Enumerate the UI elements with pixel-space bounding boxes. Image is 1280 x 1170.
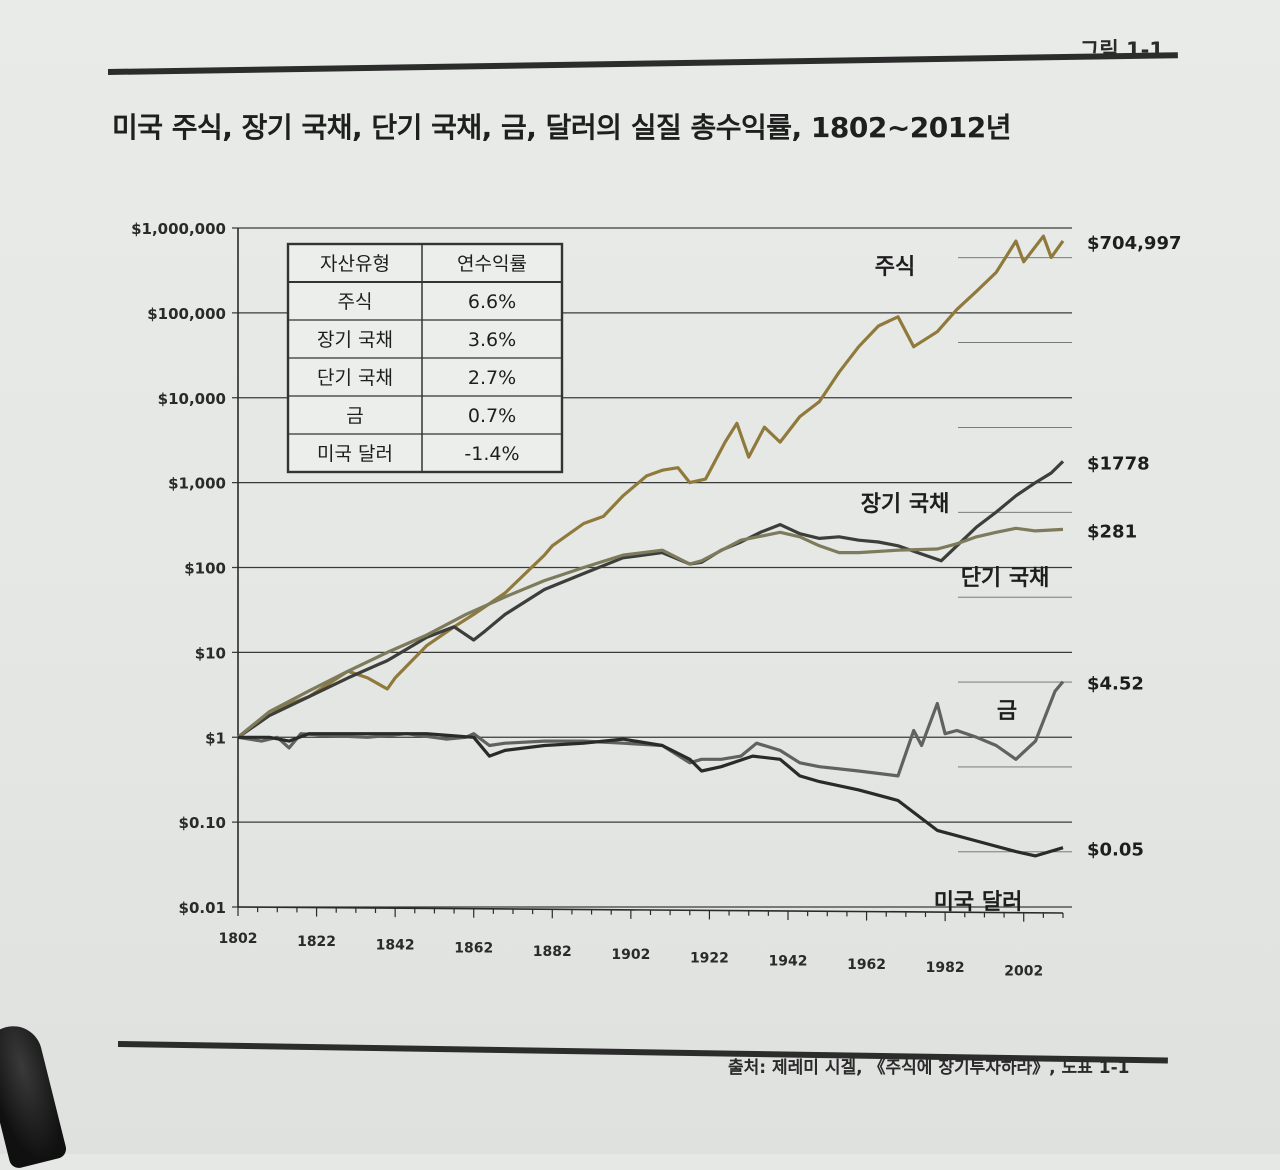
chart-plot-area: $0.01 $0.10 $1 $10 $100 $1,000 $10,000 $100,000… bbox=[131, 220, 1181, 979]
y-tick-label: $1 bbox=[205, 729, 226, 747]
table-cell: -1.4% bbox=[464, 443, 519, 465]
x-tick-label: 2002 bbox=[1004, 963, 1043, 979]
x-tick-label: 1882 bbox=[533, 944, 572, 960]
y-tick-label: $10,000 bbox=[158, 390, 226, 408]
series-line-2 bbox=[236, 526, 1064, 739]
series-name-label: 장기 국채 bbox=[861, 492, 950, 517]
series-line-4 bbox=[238, 732, 1064, 858]
series-name-label: 단기 국채 bbox=[961, 566, 1050, 591]
series-end-label: $704,997 bbox=[1087, 233, 1182, 254]
table-cell: 2.7% bbox=[468, 367, 516, 389]
x-tick-label: 1922 bbox=[690, 950, 729, 966]
y-tick-label: $0.01 bbox=[179, 899, 226, 917]
table-cell: 금 bbox=[346, 405, 363, 427]
series-end-label: $4.52 bbox=[1087, 674, 1144, 695]
y-tick-label: $100,000 bbox=[147, 305, 226, 323]
series-name-label: 주식 bbox=[875, 255, 915, 280]
figure-title: 미국 주식, 장기 국채, 단기 국채, 금, 달러의 실질 총수익률, 180… bbox=[112, 111, 1011, 144]
x-tick-label: 1802 bbox=[219, 931, 258, 947]
series-end-label: $0.05 bbox=[1087, 840, 1144, 861]
y-tick-label: $10 bbox=[195, 644, 226, 662]
series-end-label: $1778 bbox=[1087, 453, 1150, 474]
table-header: 자산유형 bbox=[320, 253, 390, 275]
table-cell: 미국 달러 bbox=[317, 443, 393, 465]
table-header: 연수익률 bbox=[457, 253, 527, 275]
table-cell: 단기 국채 bbox=[317, 367, 393, 389]
series-name-label: 금 bbox=[997, 699, 1017, 724]
x-tick-label: 1982 bbox=[926, 960, 965, 976]
series-line-0 bbox=[236, 234, 1065, 739]
series-line-3 bbox=[237, 680, 1065, 778]
table-cell: 주식 bbox=[338, 291, 373, 313]
x-tick-label: 1962 bbox=[847, 957, 886, 973]
y-tick-label: $1,000 bbox=[168, 475, 226, 493]
y-tick-label: $0.10 bbox=[179, 814, 226, 832]
table-cell: 6.6% bbox=[468, 291, 516, 313]
x-tick-label: 1942 bbox=[769, 954, 808, 970]
y-tick-label: $100 bbox=[184, 560, 226, 578]
table-cell: 장기 국채 bbox=[317, 329, 393, 351]
figure-source: 출처: 제레미 시겔, 《주식에 장기투자하라》, 도표 1-1 bbox=[728, 1058, 1130, 1078]
x-tick-label: 1902 bbox=[611, 947, 650, 963]
table-cell: 3.6% bbox=[468, 329, 516, 351]
x-tick-label: 1842 bbox=[376, 937, 415, 953]
x-tick-label: 1862 bbox=[454, 941, 493, 957]
series-end-label: $281 bbox=[1087, 521, 1137, 542]
series-name-label: 미국 달러 bbox=[934, 890, 1023, 915]
y-tick-label: $1,000,000 bbox=[131, 220, 226, 238]
x-tick-label: 1822 bbox=[297, 934, 336, 950]
table-cell: 0.7% bbox=[468, 405, 516, 427]
